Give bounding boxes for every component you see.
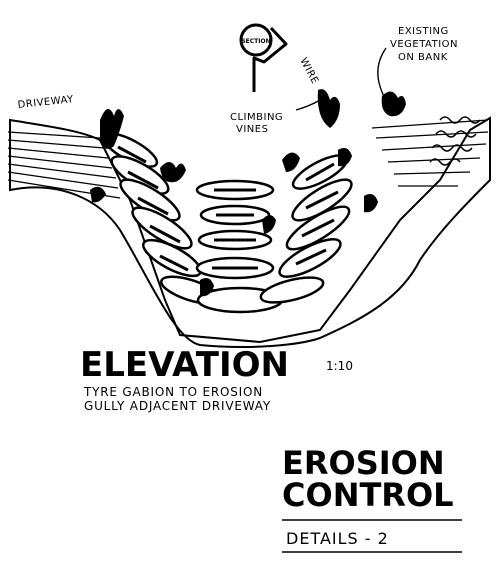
vine — [317, 89, 340, 128]
sheet-title-block: EROSION CONTROL DETAILS - 2 — [282, 444, 462, 553]
vine — [100, 108, 124, 149]
tyre-stack-left — [101, 132, 220, 305]
vine — [381, 91, 406, 117]
vine — [282, 152, 300, 172]
climbing-vines-label-line1: CLIMBING — [230, 112, 283, 123]
leader-lines — [295, 47, 391, 113]
vine — [262, 215, 276, 234]
vine — [160, 162, 186, 183]
tyre — [259, 276, 325, 304]
existing-vegetation-label-line3: ON BANK — [398, 52, 448, 63]
existing-vegetation-label-line2: VEGETATION — [390, 39, 458, 50]
driveway-label: DRIVEWAY — [17, 94, 75, 111]
sheet-title-line2: CONTROL — [282, 476, 454, 514]
section-marker-circle — [239, 23, 273, 57]
elevation-caption-line2: GULLY ADJACENT DRIVEWAY — [84, 399, 271, 413]
drawing-labels: DRIVEWAY CLIMBING VINES WIRE EXISTING VE… — [17, 26, 458, 135]
section-marker-arrow — [252, 26, 288, 92]
elevation-heading: ELEVATION 1:10 TYRE GABION TO EROSION GU… — [80, 345, 353, 413]
elevation-caption-line1: TYRE GABION TO EROSION — [83, 385, 263, 399]
climbing-vines-label-line2: VINES — [236, 124, 268, 135]
section-marker: SECTION — [239, 23, 288, 92]
section-marker-text: SECTION — [241, 38, 270, 45]
bank-vegetation-texture — [429, 116, 481, 166]
vine — [338, 148, 352, 167]
gully-ground — [9, 116, 491, 348]
vine — [200, 278, 214, 297]
tyre-tread-marks — [117, 145, 339, 272]
wire-label: WIRE — [297, 56, 320, 86]
elevation-title: ELEVATION — [80, 345, 289, 385]
elevation-scale: 1:10 — [326, 359, 353, 373]
tyre-stack-right — [259, 154, 353, 304]
existing-vegetation-label-line1: EXISTING — [398, 26, 449, 37]
vegetation-leader — [377, 47, 391, 113]
vine — [90, 186, 106, 203]
climbing-vines-leader — [295, 99, 321, 111]
tyre — [131, 206, 193, 250]
details-label: DETAILS - 2 — [286, 529, 389, 548]
vine — [364, 194, 378, 213]
bank-outline — [7, 116, 491, 348]
climbing-vines — [90, 89, 406, 297]
sheet-title-line1: EROSION — [282, 444, 445, 482]
tyre-gabions — [101, 132, 353, 314]
